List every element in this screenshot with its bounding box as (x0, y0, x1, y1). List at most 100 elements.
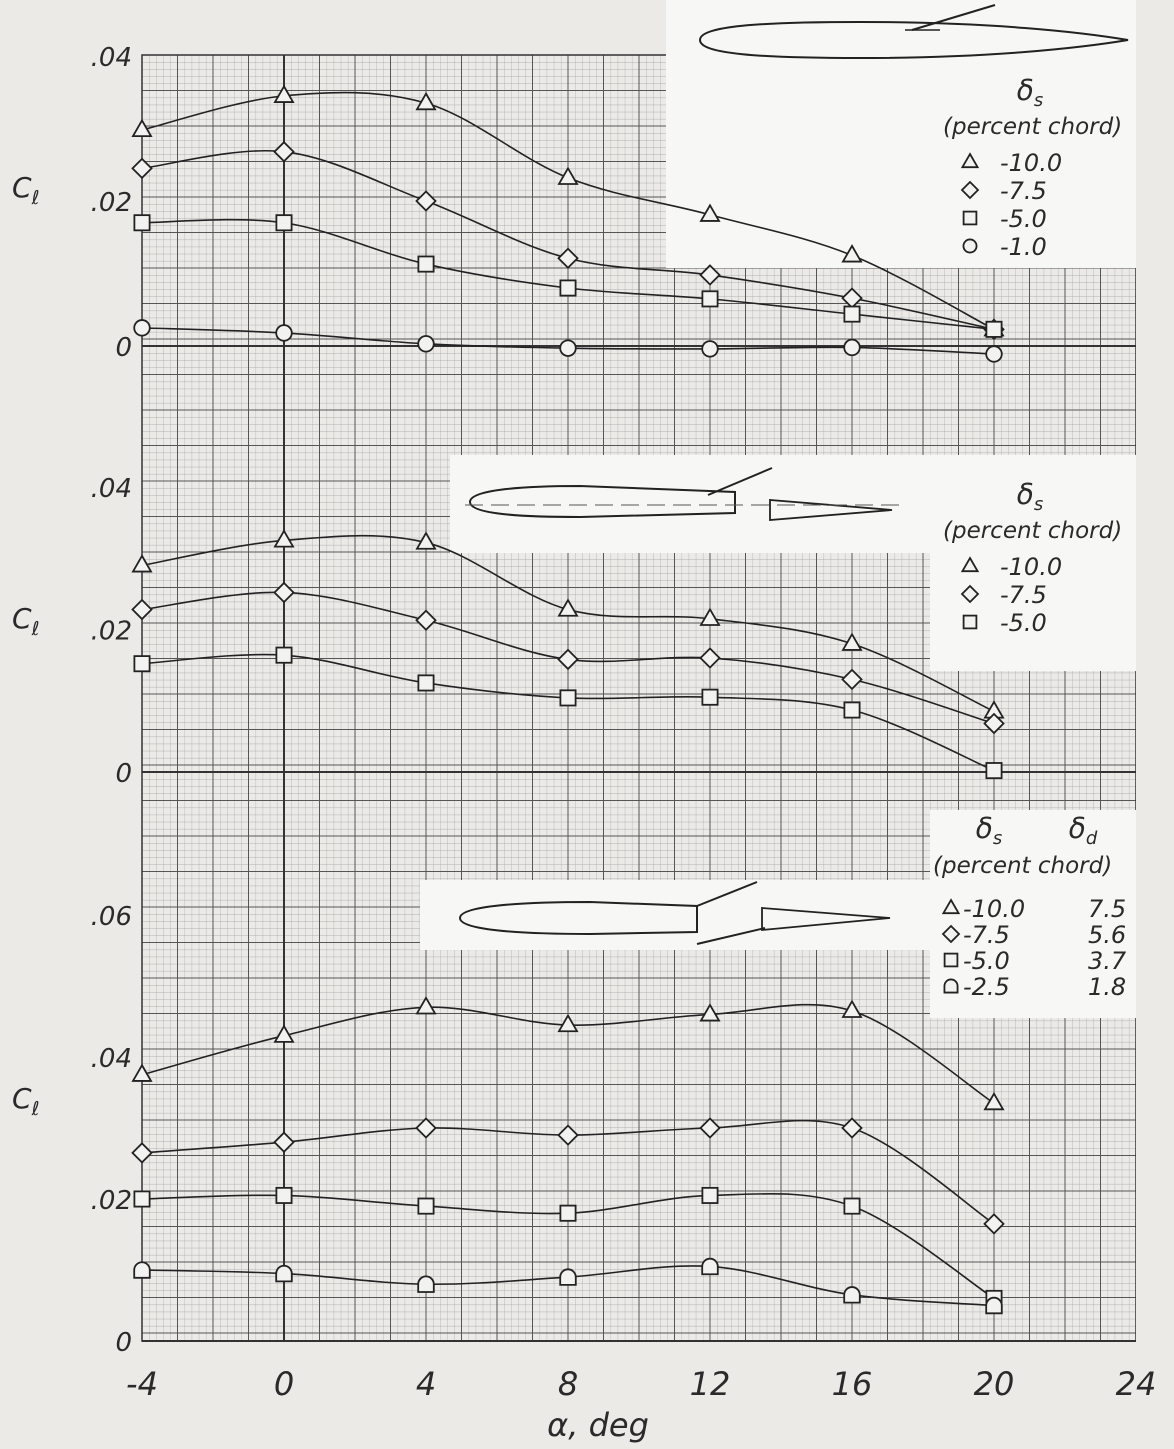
legend-entry-label: -5.0 (963, 947, 1010, 975)
spoiler-sketch-2 (707, 467, 773, 496)
legend-entry-label: -2.5 (963, 973, 1010, 1001)
data-point-square (985, 762, 1003, 780)
y-tick-label: .04 (91, 43, 132, 73)
data-point-diamond (415, 190, 437, 212)
data-point-diamond (273, 140, 295, 163)
data-point-diamond (131, 1142, 153, 1164)
data-point-diamond (557, 1124, 579, 1146)
legend-entry-value: 1.8 (1088, 973, 1126, 1001)
legend-title-2: δd (1069, 812, 1098, 849)
deflector-sketch-3 (696, 927, 766, 945)
y-axis-label: Cℓ (12, 602, 39, 640)
data-point-circle (133, 319, 151, 337)
y-tick-label: .02 (91, 1186, 132, 1216)
y-tick-label: .04 (91, 1044, 132, 1074)
data-point-square (843, 305, 861, 323)
x-tick-label: -4 (126, 1365, 158, 1403)
legend-marker-semicircle (943, 978, 959, 994)
legend-marker-triangle (960, 152, 980, 169)
data-point-square (417, 674, 435, 692)
legend-background (450, 455, 935, 553)
spoiler-sketch-1 (911, 4, 996, 31)
data-point-triangle (415, 91, 437, 111)
y-tick-label: .02 (91, 188, 132, 218)
data-point-square (559, 689, 577, 707)
x-axis-label: α, deg (547, 1406, 649, 1444)
data-point-triangle (273, 529, 295, 548)
data-point-triangle (415, 995, 437, 1015)
panel-top (131, 84, 1005, 363)
data-point-triangle (699, 1003, 721, 1022)
data-point-square (417, 255, 435, 273)
data-point-circle (275, 324, 293, 342)
legend-title: δs (1017, 74, 1044, 111)
legend-subtitle: (percent chord) (943, 518, 1122, 544)
data-point-square (559, 1204, 577, 1222)
data-point-semicircle (701, 1257, 719, 1276)
x-tick-label: 8 (558, 1365, 578, 1403)
data-point-square (701, 290, 719, 308)
airfoil-sketches (420, 0, 1174, 1449)
data-point-circle (701, 340, 719, 358)
panel-middle (131, 529, 1005, 780)
data-point-square (559, 279, 577, 297)
data-point-diamond (131, 157, 153, 180)
data-point-diamond (273, 581, 295, 604)
data-point-triangle (415, 531, 437, 550)
data-point-square (133, 655, 151, 673)
data-point-square (417, 1197, 435, 1215)
legend-marker-square (962, 210, 978, 226)
legend-entry-label: -7.5 (963, 921, 1010, 949)
data-point-square (133, 1190, 151, 1208)
data-point-triangle (131, 554, 153, 573)
x-tick-label: 16 (832, 1365, 873, 1403)
legend-entry-label: -7.5 (1000, 177, 1047, 205)
data-point-square (275, 646, 293, 664)
data-point-square (275, 214, 293, 232)
data-point-semicircle (559, 1268, 577, 1286)
data-point-diamond (983, 712, 1005, 735)
legend-entry-label: -10.0 (963, 895, 1025, 923)
spoiler-sketch-3 (696, 881, 758, 907)
data-point-circle (417, 335, 435, 353)
data-point-diamond (557, 247, 579, 270)
data-point-diamond (131, 598, 153, 621)
x-tick-label: 20 (974, 1365, 1015, 1403)
data-point-square (701, 688, 719, 706)
legend-marker-triangle (960, 556, 980, 573)
y-tick-label: .04 (91, 474, 132, 504)
right-margin (1136, 0, 1174, 1449)
data-point-circle (559, 339, 577, 357)
legend-marker-square (943, 952, 959, 968)
data-point-diamond (415, 1117, 437, 1139)
flap-sketch-2 (769, 499, 893, 521)
airfoil-sketch-3 (458, 900, 698, 936)
data-point-triangle (841, 244, 863, 263)
data-point-triangle (557, 1013, 579, 1033)
legend-entry-label: -10.0 (1000, 149, 1062, 177)
legend-bottom: δs δd(percent chord)-10.0 7.5-7.5 5.6-5.0 3.… (933, 812, 1127, 1001)
data-point-square (701, 1186, 719, 1204)
legends-layer: δs(percent chord)-10.0-7.5-5.0-1.0δs(per… (933, 74, 1127, 1001)
y-axis-label: Cℓ (12, 1082, 39, 1120)
legend-entry-label: -7.5 (1000, 581, 1047, 609)
data-point-triangle (699, 607, 721, 626)
panel-bottom (131, 995, 1005, 1315)
data-point-triangle (557, 166, 579, 185)
legend-entry-value: 3.7 (1088, 947, 1127, 975)
data-point-diamond (699, 647, 721, 669)
data-point-diamond (983, 1213, 1005, 1235)
data-point-semicircle (133, 1261, 151, 1279)
data-point-diamond (415, 609, 437, 632)
data-point-diamond (841, 1117, 863, 1139)
x-tick-label: 12 (690, 1365, 731, 1403)
y-tick-label: 0 (115, 333, 132, 363)
legend-entry-label: -1.0 (1000, 233, 1047, 261)
data-point-triangle (557, 598, 579, 617)
data-point-triangle (131, 118, 153, 138)
data-point-semicircle (843, 1286, 861, 1304)
legend-subtitle: (percent chord) (943, 114, 1122, 140)
data-point-triangle (841, 632, 863, 651)
data-point-triangle (983, 1091, 1005, 1111)
data-point-diamond (557, 648, 579, 671)
